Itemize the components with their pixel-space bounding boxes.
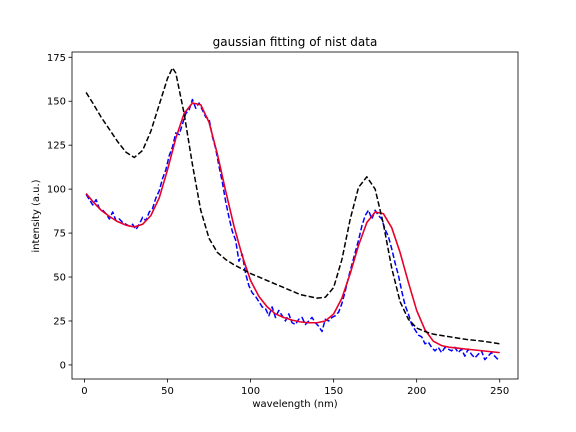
series-line-1 — [85, 98, 499, 361]
y-tick-label: 125 — [47, 141, 66, 152]
plot-area: 0 50 100 150 200 250 0 25 50 75 100 125 150 175 — [47, 51, 519, 397]
x-tick-label: 0 — [81, 386, 87, 397]
series-line-3 — [85, 67, 500, 345]
x-tick-label: 100 — [241, 386, 260, 397]
plot-frame — [71, 51, 519, 380]
x-axis-label: wavelength (nm) — [252, 399, 337, 410]
chart-title: gaussian fitting of nist data — [213, 35, 378, 49]
y-tick-label: 100 — [47, 185, 66, 196]
x-tick-label: 250 — [490, 386, 509, 397]
series-group — [85, 67, 500, 361]
y-tick-label: 50 — [53, 273, 66, 284]
y-tick-label: 25 — [53, 316, 66, 327]
x-tick-label: 50 — [161, 386, 174, 397]
y-axis-label: intensity (a.u.) — [31, 179, 42, 252]
y-tick-label: 0 — [60, 360, 66, 371]
y-tick-label: 75 — [53, 229, 66, 240]
y-tick-label: 175 — [47, 53, 66, 64]
series-line-2 — [85, 102, 500, 354]
y-tick-label: 150 — [47, 97, 66, 108]
x-tick-label: 200 — [407, 386, 426, 397]
x-tick-label: 150 — [324, 386, 343, 397]
